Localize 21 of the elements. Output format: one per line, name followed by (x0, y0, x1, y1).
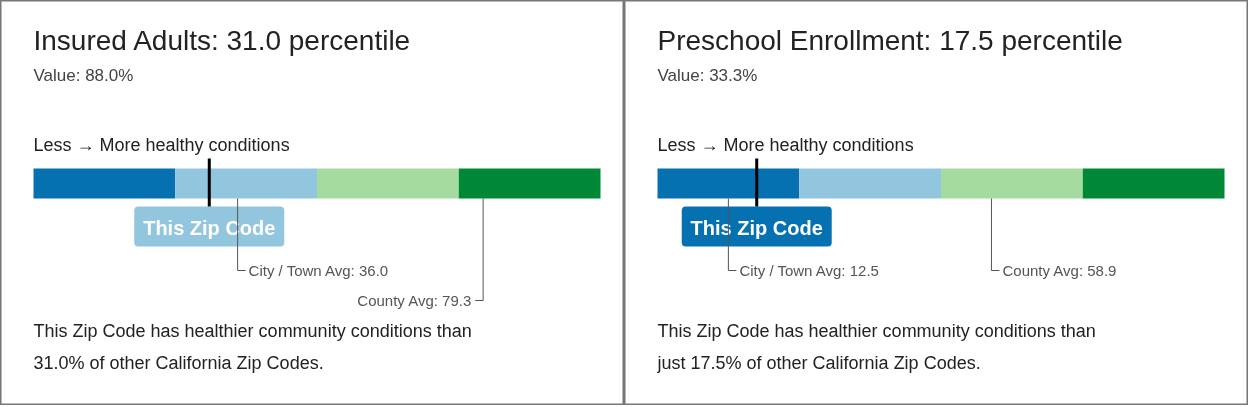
bar (941, 168, 1083, 199)
text: Less → More healthy conditions (657, 134, 914, 155)
ref-line-label: County Avg: 58.9 (1002, 262, 1117, 279)
bar (799, 168, 941, 199)
ref-line-label: City / Town Avg: 12.5 (739, 262, 879, 279)
text: This Zip Code has healthier community conditions than 31.0% of other California Zip Codes. (33, 320, 472, 373)
bar (317, 168, 459, 199)
ref-line-label: This Zip Code (690, 216, 823, 239)
chart-subtitle: Value: 88.0% (33, 66, 134, 85)
chart-title: Insured Adults: 31.0 percentile (33, 25, 411, 56)
ref-line-label: City / Town Avg: 36.0 (248, 262, 389, 279)
text: This Zip Code has healthier community conditions than just 17.5% of other California Zip Codes. (656, 320, 1096, 373)
bar (33, 168, 176, 199)
text: Less → More healthy conditions (33, 134, 290, 155)
bar (657, 168, 800, 199)
ref-line-label: County Avg: 79.3 (357, 292, 472, 309)
bar (458, 168, 601, 199)
bar (1082, 168, 1225, 199)
bar (175, 168, 317, 199)
chart-title: Preschool Enrollment: 17.5 percentile (657, 25, 1123, 56)
chart-subtitle: Value: 33.3% (657, 66, 758, 85)
